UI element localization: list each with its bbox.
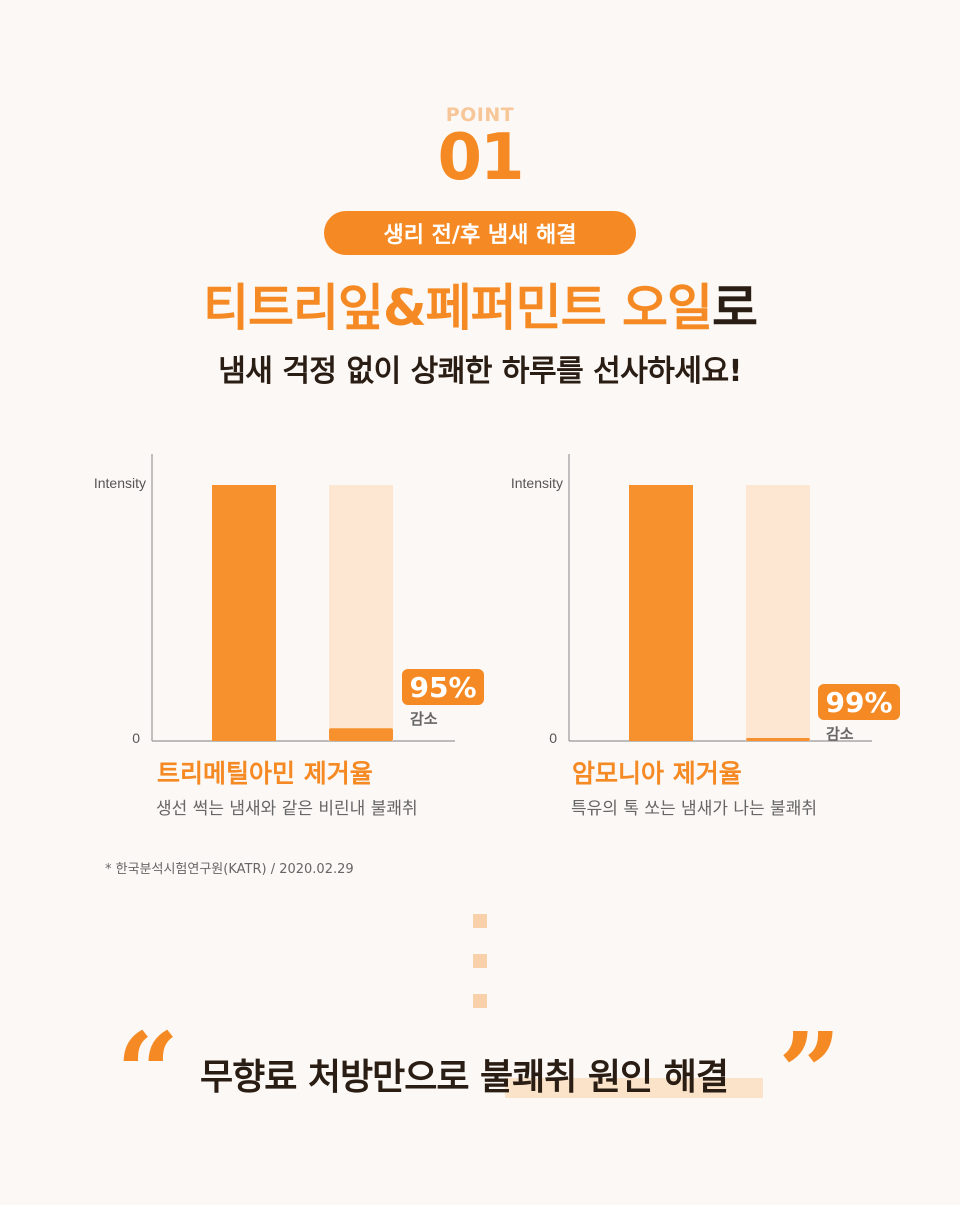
headline-suffix: 로: [712, 279, 758, 337]
chart-description: 특유의 톡 쏘는 냄새가 나는 불쾌취: [571, 799, 817, 819]
topic-pill-label: 생리 전/후 냄새 해결: [383, 223, 577, 248]
divider-dot: [473, 994, 487, 1008]
bar-after: [329, 728, 393, 741]
headline: 티트리잎&페퍼민트 오일로: [0, 278, 960, 338]
reduction-caption: 감소: [826, 725, 854, 743]
source-note: * 한국분석시험연구원(KATR) / 2020.02.29: [105, 862, 354, 877]
topic-pill: 생리 전/후 냄새 해결: [324, 211, 636, 255]
y-tick-zero: 0: [549, 730, 557, 746]
point-label: POINT: [445, 104, 515, 126]
bar-before: [629, 485, 693, 741]
chart-title: 암모니아 제거율: [572, 759, 742, 788]
reduction-label: 95%: [409, 671, 476, 704]
closing-part2: 불쾌취 원인 해결: [480, 1057, 729, 1098]
bar-after: [746, 738, 810, 741]
reduction-label: 99%: [825, 686, 892, 719]
close-quote-icon: ”: [778, 1008, 842, 1137]
reduction-badge: [818, 684, 900, 720]
open-quote-icon: “: [116, 1008, 180, 1137]
y-axis-label: Intensity: [511, 475, 563, 491]
chart-title: 트리메틸아민 제거율: [157, 759, 373, 788]
y-axis-label: Intensity: [94, 475, 146, 491]
subheadline: 냄새 걱정 없이 상쾌한 하루를 선사하세요!: [218, 354, 742, 389]
chart-description: 생선 썩는 냄새와 같은 비린내 불쾌취: [156, 799, 418, 819]
bar-ghost: [329, 485, 393, 741]
bar-before: [212, 485, 276, 741]
closing-highlight-underline: [505, 1078, 763, 1098]
headline-highlight: 티트리잎&페퍼민트 오일: [202, 279, 713, 337]
point-number: 01: [437, 121, 524, 195]
y-tick-zero: 0: [132, 730, 140, 746]
closing-part1: 무향료 처방만으로: [200, 1057, 481, 1098]
bar-ghost: [746, 485, 810, 741]
reduction-caption: 감소: [410, 710, 438, 728]
divider-dot: [473, 954, 487, 968]
reduction-badge: [402, 669, 484, 705]
divider-dot: [473, 914, 487, 928]
closing-statement: 무향료 처방만으로 불쾌취 원인 해결: [200, 1048, 729, 1100]
